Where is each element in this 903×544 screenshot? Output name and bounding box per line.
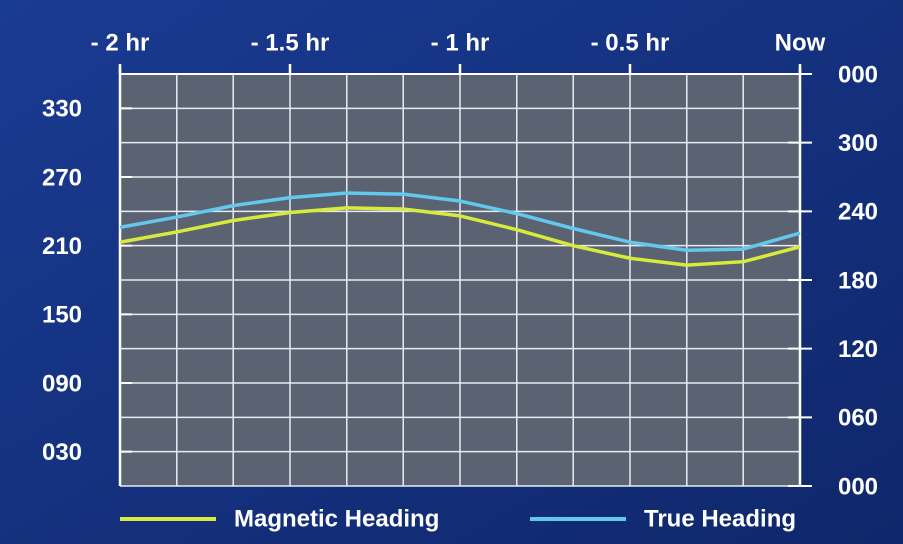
y2-tick-label: 120: [838, 336, 878, 363]
y2-tick-label: 240: [838, 199, 878, 226]
y-tick-label: 270: [42, 164, 82, 191]
y-tick-label: 090: [42, 370, 82, 397]
legend-label: Magnetic Heading: [234, 505, 439, 532]
y2-tick-label: 300: [838, 130, 878, 157]
chart-layer: - 2 hr - 1.5 hr - 1 hr - 0.5 hr Now 030 090 150…: [42, 29, 878, 532]
x-tick-label: - 0.5 hr: [591, 29, 670, 56]
y-tick-label: 330: [42, 96, 82, 123]
x-tick-label: - 1.5 hr: [251, 29, 330, 56]
series-line: [119, 206, 801, 267]
y2-tick-label: 180: [838, 267, 878, 294]
y2-tick-label: 000: [838, 61, 878, 88]
y2-tick-label: 060: [838, 405, 878, 432]
x-tick-label: - 2 hr: [91, 29, 150, 56]
series-line: [119, 191, 801, 252]
y-tick-label: 150: [42, 302, 82, 329]
y-tick-label: 210: [42, 233, 82, 260]
x-tick-label: Now: [775, 29, 826, 56]
y-tick-label: 030: [42, 439, 82, 466]
legend-label: True Heading: [644, 505, 796, 532]
x-tick-label: - 1 hr: [431, 29, 490, 56]
y2-tick-label: 000: [838, 473, 878, 500]
